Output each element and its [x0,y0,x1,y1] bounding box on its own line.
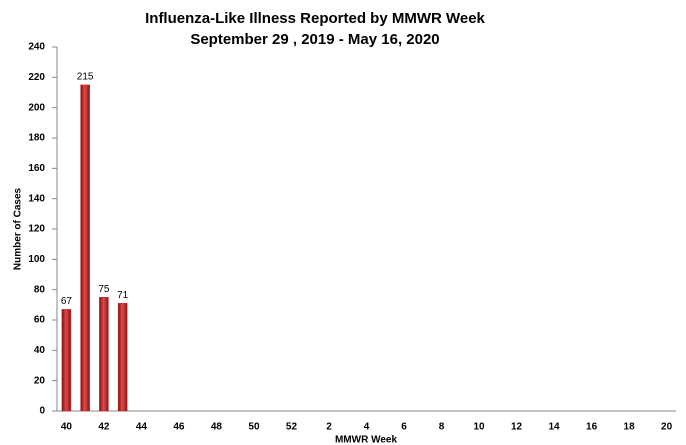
x-tick-label: 14 [549,422,561,433]
y-tick-label: 20 [34,375,46,386]
x-tick-label: 40 [61,422,73,433]
x-tick-label: 2 [326,422,332,433]
bar [80,84,90,412]
x-tick-label: 46 [173,422,185,433]
chart-subtitle: September 29 , 2019 - May 16, 2020 [190,31,439,48]
x-tick-label: 4 [364,422,370,433]
x-tick-label: 50 [248,422,260,433]
y-tick-label: 240 [28,42,45,53]
bar [99,297,109,412]
y-axis-label: Number of Cases [13,187,24,270]
y-tick-label: 60 [34,315,46,326]
x-axis-label: MMWR Week [335,435,397,445]
x-tick-label: 8 [439,422,445,433]
y-tick-label: 80 [34,284,46,295]
x-tick-label: 6 [401,422,407,433]
data-label: 215 [77,72,94,83]
y-tick-label: 200 [28,102,45,113]
x-tick-label: 48 [211,422,223,433]
x-tick-label: 12 [511,422,523,433]
y-tick-label: 220 [28,72,45,83]
x-tick-label: 20 [661,422,673,433]
y-tick-label: 120 [28,224,45,235]
bar [61,309,72,412]
x-tick-label: 44 [136,422,148,433]
x-tick-label: 18 [624,422,636,433]
data-label: 75 [98,284,110,295]
data-label: 67 [61,296,73,307]
x-tick-label: 10 [473,422,485,433]
data-label: 71 [117,290,129,301]
y-tick-label: 40 [34,345,46,356]
y-tick-label: 140 [28,193,45,204]
x-tick-label: 52 [286,422,298,433]
x-tick-label: 42 [98,422,110,433]
y-tick-label: 0 [39,406,45,417]
chart-title: Influenza-Like Illness Reported by MMWR … [145,10,485,27]
y-tick-label: 100 [28,254,45,265]
y-tick-label: 160 [28,163,45,174]
bar [117,303,128,412]
x-tick-label: 16 [586,422,598,433]
y-tick-label: 180 [28,133,45,144]
